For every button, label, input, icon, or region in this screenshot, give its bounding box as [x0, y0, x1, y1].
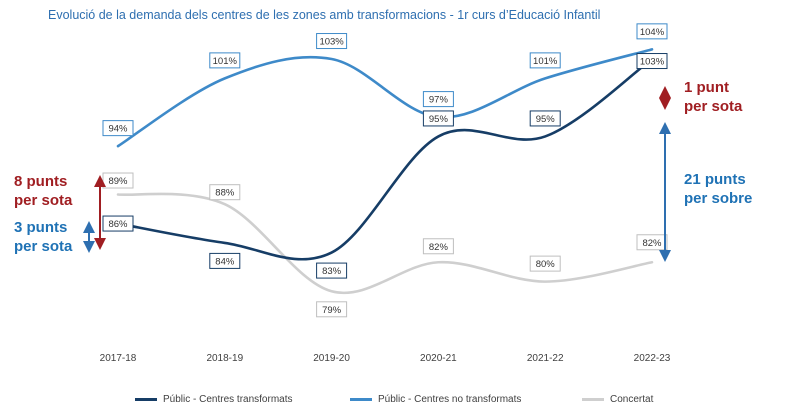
data-label-text: 104%: [640, 27, 665, 38]
legend-swatch: [350, 398, 372, 401]
data-label-text: 88%: [215, 188, 235, 199]
annotation-line: 8 punts: [14, 173, 68, 190]
data-label-text: 79%: [322, 305, 342, 316]
data-label: 86%: [102, 215, 134, 232]
series-line-0: [116, 57, 654, 261]
legend-swatch: [135, 398, 157, 401]
data-label-text: 95%: [536, 114, 556, 125]
annotation-line: per sota: [684, 98, 743, 115]
data-label: 82%: [422, 238, 454, 255]
data-label: 95%: [422, 110, 454, 127]
data-label: 94%: [102, 120, 134, 137]
data-label-text: 86%: [108, 219, 128, 230]
data-label: 95%: [529, 110, 561, 127]
data-label-box: [316, 33, 348, 50]
data-label: 89%: [102, 172, 134, 189]
annotation-1-point: 1 punt per sota: [684, 78, 742, 116]
legend-label: Públic - Centres transformats: [163, 394, 293, 405]
data-label-text: 101%: [213, 56, 238, 67]
annotation-line: 3 punts: [14, 219, 68, 236]
data-label-text: 83%: [322, 266, 342, 277]
data-label-box: [102, 120, 134, 137]
data-label-box: [316, 301, 348, 318]
chart-legend: Públic - Centres transformats Públic - C…: [0, 394, 800, 410]
annotation-line: per sota: [14, 192, 73, 209]
data-label-text: 82%: [429, 242, 449, 253]
data-label-text: 97%: [429, 95, 449, 106]
data-label: 82%: [636, 234, 668, 251]
series-line-1: [116, 48, 654, 148]
series-line-2: [116, 192, 654, 295]
data-label: 84%: [209, 252, 241, 269]
data-label: 103%: [316, 33, 348, 50]
data-label: 104%: [636, 23, 668, 40]
legend-item-concertat: Concertat: [582, 394, 653, 405]
data-label-text: 103%: [319, 37, 344, 48]
legend-label: Públic - Centres no transformats: [378, 394, 522, 405]
annotation-line: per sobre: [684, 190, 753, 207]
x-tick-label: 2019-20: [313, 353, 350, 364]
data-label-text: 80%: [536, 259, 556, 270]
data-label-box: [529, 255, 561, 272]
data-label-box: [636, 53, 668, 70]
data-label: 103%: [636, 53, 668, 70]
annotation-8-points: 8 punts per sota: [14, 172, 72, 210]
data-label: 79%: [316, 301, 348, 318]
data-label-text: 101%: [533, 56, 558, 67]
data-label-box: [422, 110, 454, 127]
data-label-box: [529, 52, 561, 69]
data-label-box: [636, 23, 668, 40]
data-label-box: [209, 184, 241, 201]
annotation-line: 1 punt: [684, 79, 729, 96]
data-label-text: 84%: [215, 256, 235, 267]
legend-item-public-transformed: Públic - Centres transformats: [135, 394, 293, 405]
x-tick-label: 2022-23: [634, 353, 671, 364]
data-label: 101%: [529, 52, 561, 69]
data-label-text: 82%: [642, 238, 662, 249]
annotation-3-points: 3 punts per sota: [14, 218, 72, 256]
x-tick-label: 2017-18: [100, 353, 137, 364]
data-label-box: [422, 238, 454, 255]
data-label-box: [316, 262, 348, 279]
data-label-text: 94%: [108, 124, 128, 135]
data-label-box: [209, 52, 241, 69]
annotation-21-points: 21 punts per sobre: [684, 170, 752, 208]
legend-label: Concertat: [610, 394, 654, 405]
legend-item-public-not-transformed: Públic - Centres no transformats: [350, 394, 521, 405]
x-tick-label: 2021-22: [527, 353, 564, 364]
legend-swatch: [582, 398, 604, 401]
data-label: 97%: [422, 91, 454, 108]
data-label-text: 103%: [640, 57, 665, 68]
annotation-line: per sota: [14, 238, 73, 255]
chart-title: Evolució de la demanda dels centres de l…: [48, 8, 601, 22]
data-label-box: [422, 91, 454, 108]
data-label-text: 95%: [429, 114, 449, 125]
data-label: 88%: [209, 184, 241, 201]
data-label-text: 89%: [108, 176, 128, 187]
data-label-box: [529, 110, 561, 127]
data-label: 101%: [209, 52, 241, 69]
x-tick-label: 2020-21: [420, 353, 457, 364]
data-label-box: [209, 252, 241, 269]
annotation-line: 21 punts: [684, 171, 746, 188]
x-tick-label: 2018-19: [206, 353, 243, 364]
data-label: 83%: [316, 262, 348, 279]
data-label: 80%: [529, 255, 561, 272]
